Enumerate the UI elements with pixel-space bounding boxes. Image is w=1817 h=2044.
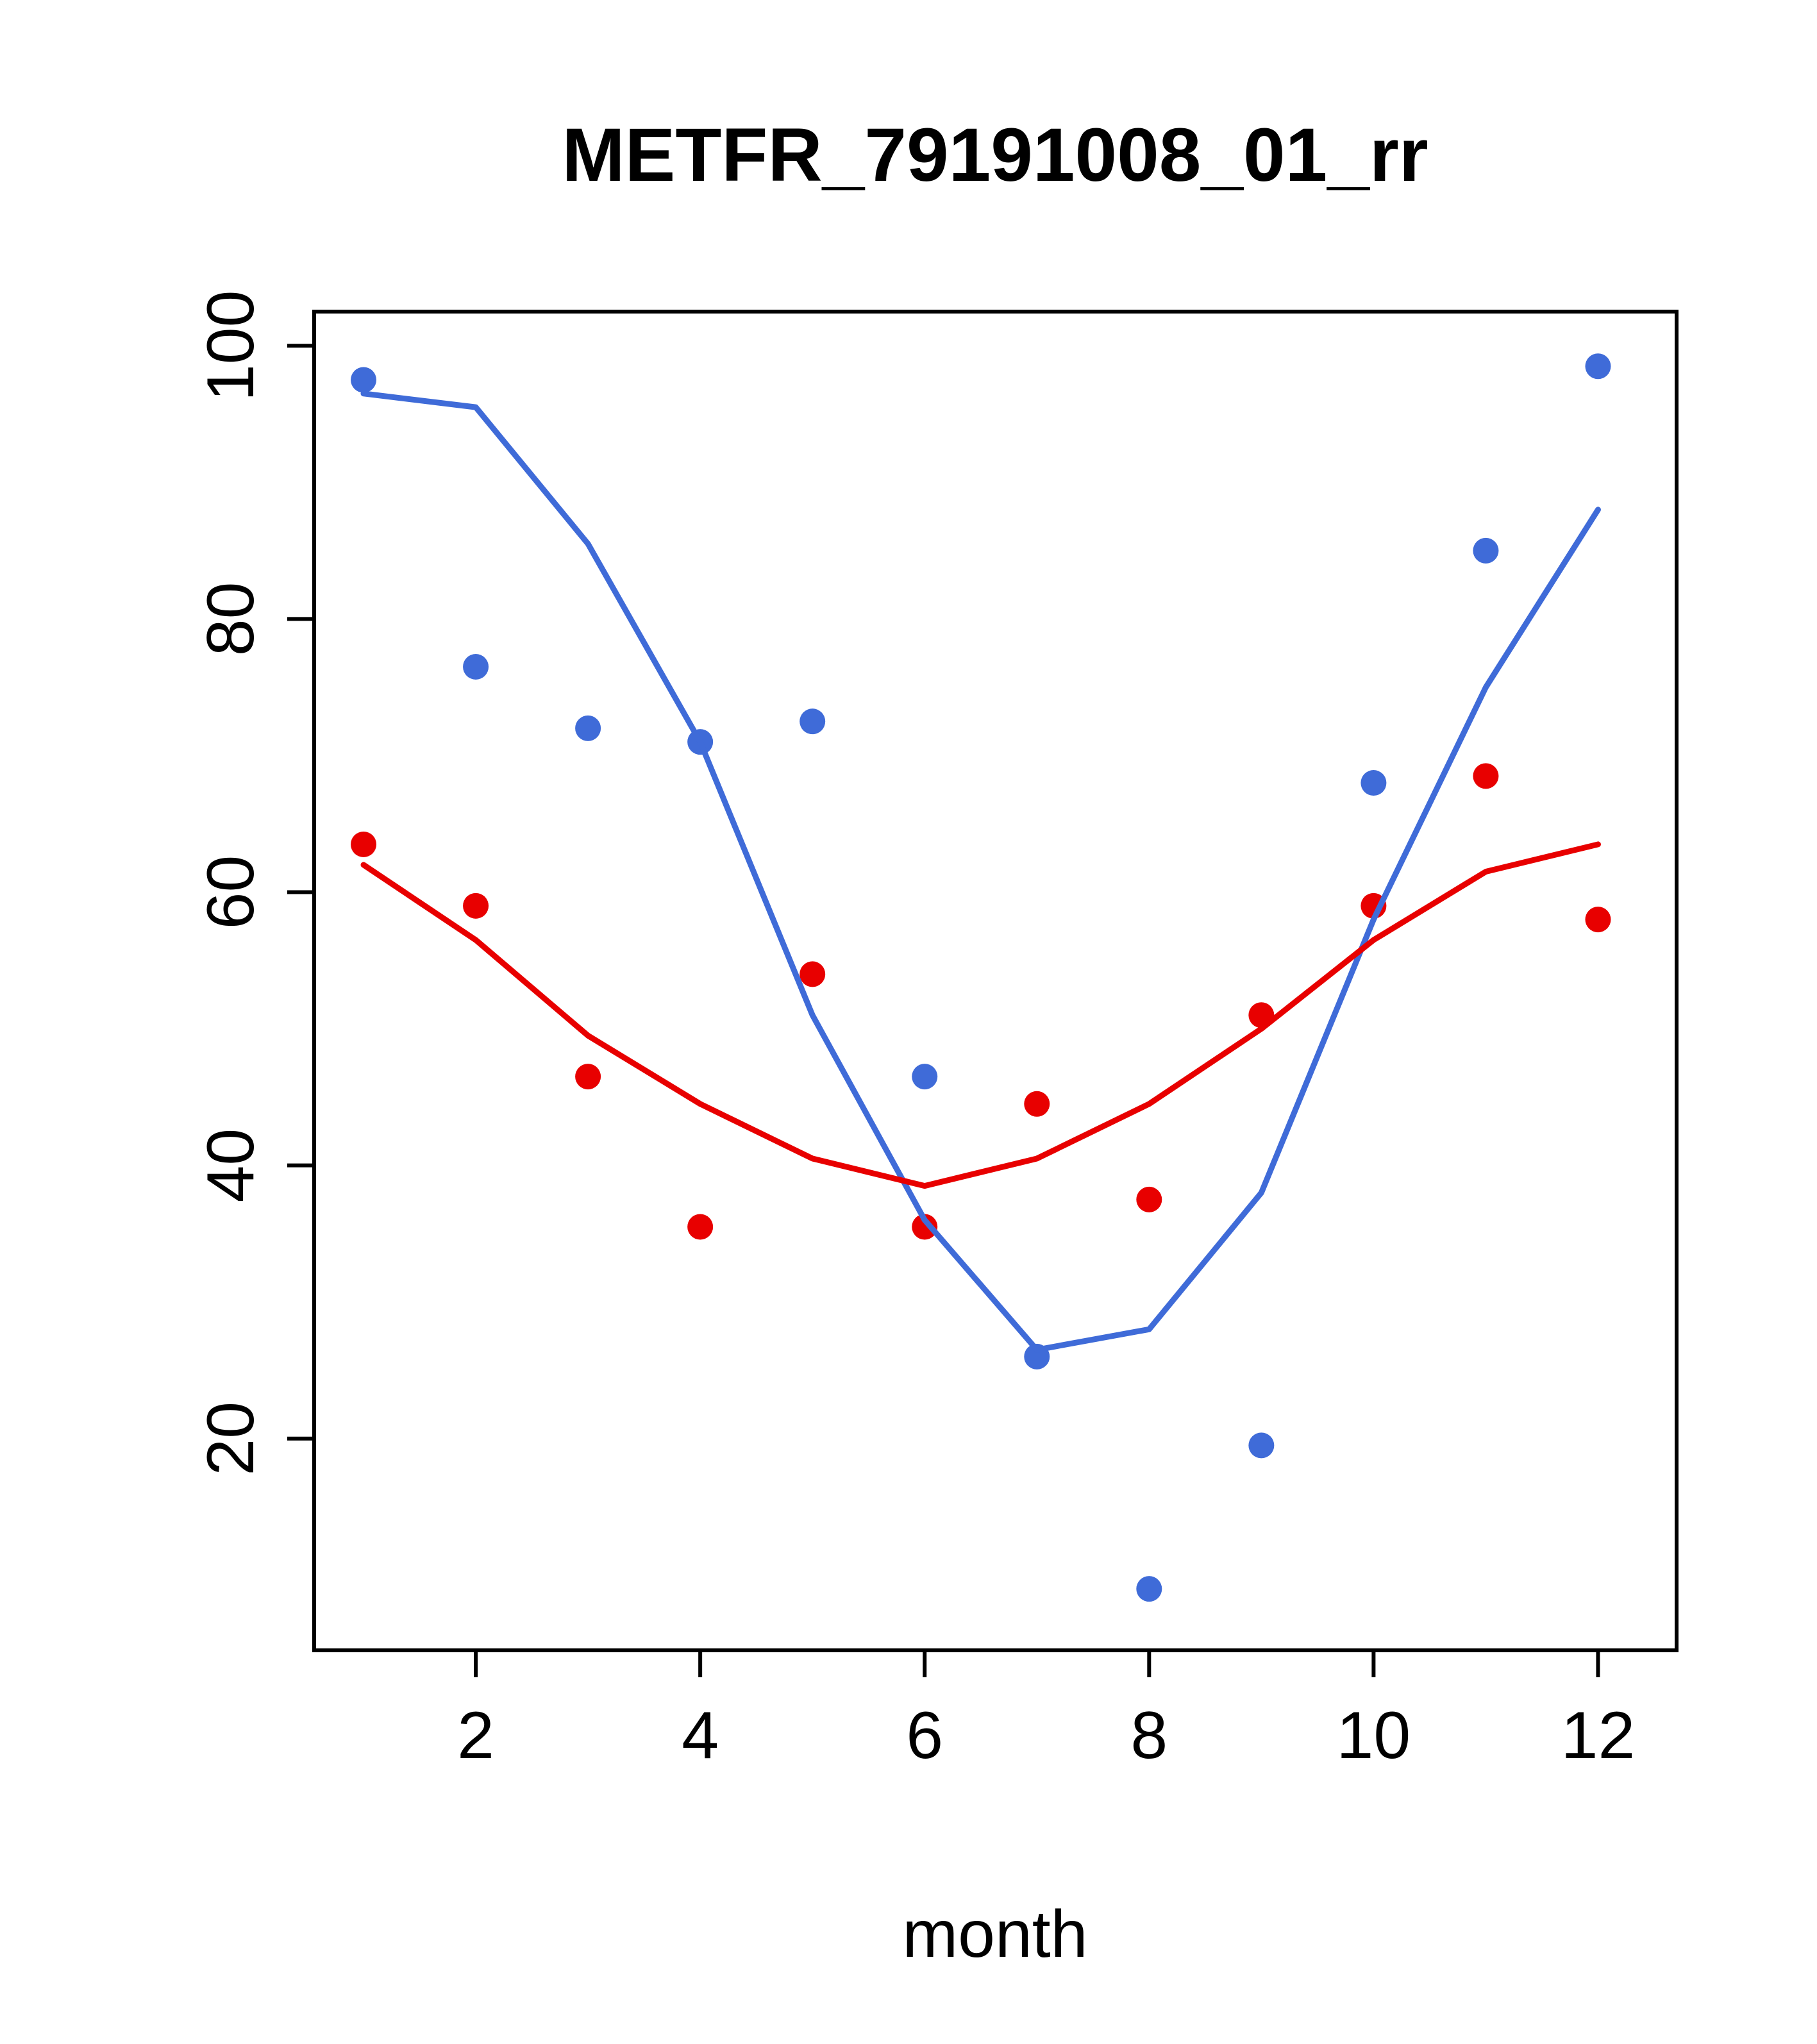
red-points <box>463 892 489 919</box>
data-series <box>351 353 1611 1602</box>
x-axis-ticks: 2 4 6 8 10 12 <box>457 1650 1635 1773</box>
red-points <box>1585 907 1611 933</box>
blue-points <box>351 367 377 393</box>
y-tick-label: 20 <box>194 1402 268 1476</box>
red-points <box>1136 1186 1162 1212</box>
blue-points <box>1473 537 1499 564</box>
blue-points <box>800 708 826 735</box>
y-tick-label: 80 <box>194 582 268 657</box>
chart-title: METFR_79191008_01_rr <box>562 113 1428 197</box>
red-points <box>687 1214 714 1240</box>
red-points <box>575 1064 601 1090</box>
red-points <box>912 1214 938 1240</box>
blue-points <box>1136 1576 1162 1602</box>
x-tick-label: 10 <box>1337 1698 1411 1773</box>
plot-area-border <box>312 310 1679 1652</box>
x-tick-label: 12 <box>1561 1698 1636 1773</box>
y-tick-label: 100 <box>194 290 268 401</box>
blue-points <box>1248 1432 1275 1459</box>
blue-points <box>575 715 601 741</box>
blue-points <box>463 653 489 680</box>
x-axis-title: month <box>902 1897 1087 1972</box>
y-tick-label: 40 <box>194 1128 268 1203</box>
blue-trend-line <box>360 390 1601 1353</box>
x-tick-label: 6 <box>906 1698 943 1773</box>
y-axis-ticks: 20 40 60 80 100 <box>194 290 314 1476</box>
blue-points <box>1585 353 1611 380</box>
blue-points <box>1361 770 1387 796</box>
red-points <box>1473 763 1499 789</box>
red-points <box>351 831 377 857</box>
red-trend-line <box>360 841 1601 1189</box>
x-tick-label: 8 <box>1130 1698 1168 1773</box>
red-points <box>800 961 826 987</box>
x-tick-label: 2 <box>457 1698 494 1773</box>
red-points <box>1024 1091 1050 1117</box>
blue-points <box>912 1064 938 1090</box>
x-tick-label: 4 <box>682 1698 719 1773</box>
y-tick-label: 60 <box>194 855 268 930</box>
